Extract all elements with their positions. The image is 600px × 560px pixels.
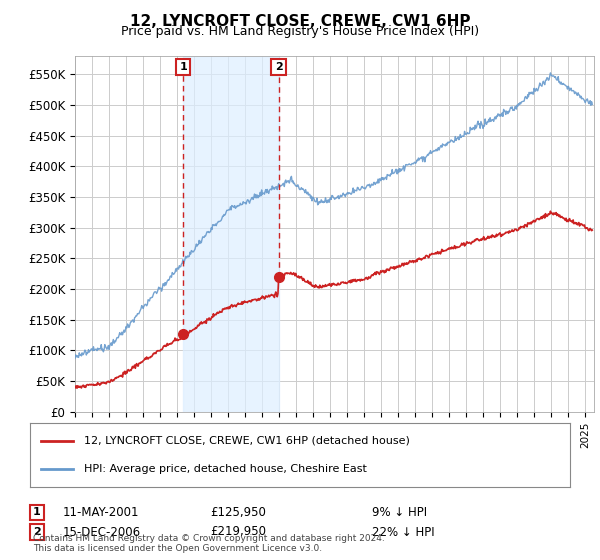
Text: 12, LYNCROFT CLOSE, CREWE, CW1 6HP: 12, LYNCROFT CLOSE, CREWE, CW1 6HP — [130, 14, 470, 29]
Text: 22% ↓ HPI: 22% ↓ HPI — [372, 525, 434, 539]
Text: Price paid vs. HM Land Registry's House Price Index (HPI): Price paid vs. HM Land Registry's House … — [121, 25, 479, 38]
Text: 1: 1 — [33, 507, 41, 517]
Text: £125,950: £125,950 — [210, 506, 266, 519]
Text: 12, LYNCROFT CLOSE, CREWE, CW1 6HP (detached house): 12, LYNCROFT CLOSE, CREWE, CW1 6HP (deta… — [84, 436, 410, 446]
Text: Contains HM Land Registry data © Crown copyright and database right 2024.
This d: Contains HM Land Registry data © Crown c… — [33, 534, 385, 553]
Bar — [183, 56, 278, 412]
Text: 2: 2 — [275, 62, 283, 72]
Text: 11-MAY-2001: 11-MAY-2001 — [63, 506, 139, 519]
Text: £219,950: £219,950 — [210, 525, 266, 539]
Text: 1: 1 — [179, 62, 187, 72]
Text: HPI: Average price, detached house, Cheshire East: HPI: Average price, detached house, Ches… — [84, 464, 367, 474]
Text: 9% ↓ HPI: 9% ↓ HPI — [372, 506, 427, 519]
Text: 15-DEC-2006: 15-DEC-2006 — [63, 525, 141, 539]
Text: 2: 2 — [33, 527, 41, 537]
